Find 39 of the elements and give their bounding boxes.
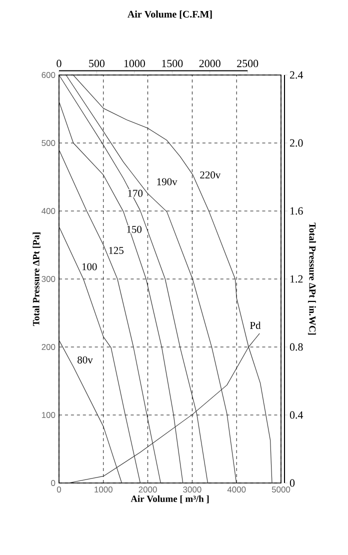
annotation: 125 [109, 246, 124, 254]
x2-tick-label: 1500 [162, 60, 183, 68]
annotation: 220v [200, 171, 221, 178]
y2-tick-label: 1.2 [290, 275, 303, 283]
y2-axis-title: Total Pressure ΔPt [ in.WC] [308, 222, 316, 335]
x-axis-title: Air Volume [ m³/h ] [130, 495, 209, 504]
y-axis-title: Total Pressure ΔPt [Pa] [32, 232, 41, 326]
y2-tick-label: 2.4 [290, 71, 304, 79]
y2-tick-label: 0.8 [290, 343, 303, 351]
y-tick-label: 500 [42, 140, 56, 146]
x2-tick-label: 2500 [237, 60, 258, 68]
y-tick-label: 100 [42, 412, 56, 418]
annotation: 170 [128, 190, 143, 197]
annotation: 150 [127, 226, 142, 233]
y-tick-label: 300 [42, 276, 56, 282]
x-tick-label: 5000 [272, 486, 290, 493]
x-tick-label: 0 [56, 486, 62, 493]
x-tick-label: 3000 [183, 486, 202, 493]
y2-tick-label: 0.4 [290, 411, 304, 419]
annotation: Pd [250, 322, 261, 329]
annotation: 80v [78, 356, 93, 364]
y-tick-label: 0 [51, 480, 56, 486]
x-tick-label: 4000 [227, 486, 246, 493]
line-series [72, 75, 272, 483]
y2-tick-label: 0 [290, 479, 295, 487]
x2-tick-label: 1000 [124, 60, 145, 68]
y-tick-label: 600 [42, 72, 56, 78]
x2-tick-label: 0 [56, 60, 62, 68]
annotation: 190v [157, 178, 178, 186]
y-tick-label: 400 [42, 208, 56, 214]
y2-tick-label: 1.6 [290, 207, 303, 215]
annotation: 100 [82, 263, 97, 270]
x2-tick-label: 2000 [199, 60, 220, 68]
x2-axis-title: Air Volume [C.F.M] [128, 10, 212, 19]
x-tick-label: 2000 [138, 486, 157, 493]
x-tick-label: 1000 [94, 486, 112, 493]
x2-tick-label: 500 [89, 60, 105, 68]
y2-tick-label: 2.0 [290, 139, 303, 147]
y-tick-label: 200 [42, 344, 56, 350]
